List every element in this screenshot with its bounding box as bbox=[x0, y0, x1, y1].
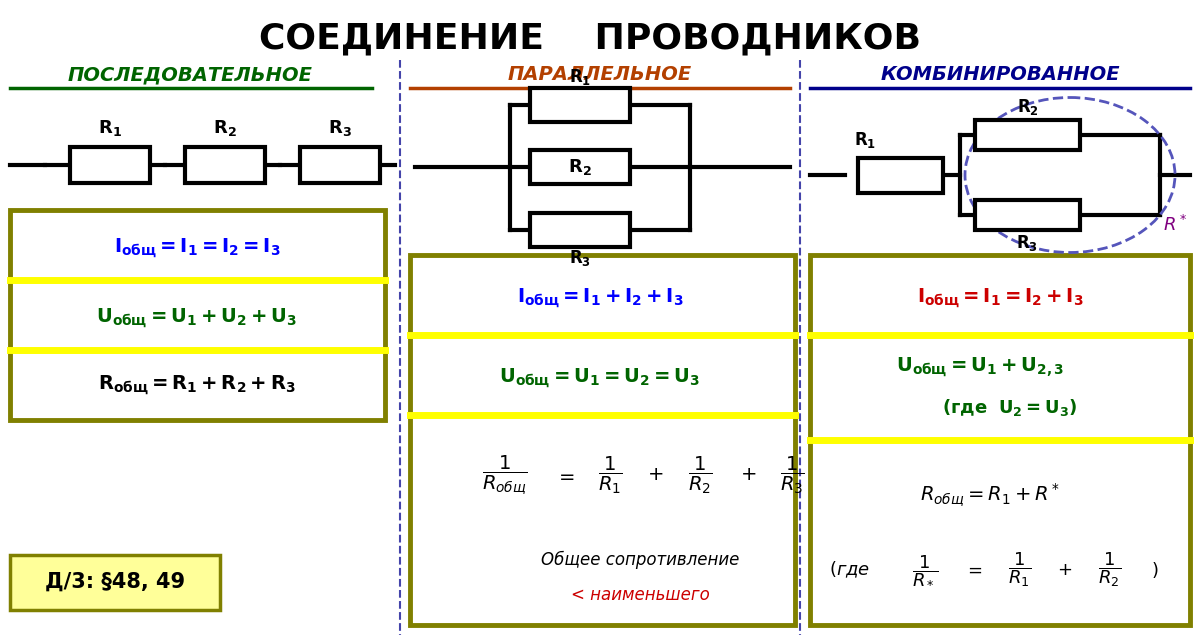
Text: $\dfrac{1}{R_*}$: $\dfrac{1}{R_*}$ bbox=[912, 554, 938, 586]
Text: $\mathbf{U_{общ}=U_1+U_{2,3}}$: $\mathbf{U_{общ}=U_1+U_{2,3}}$ bbox=[896, 355, 1064, 379]
Bar bbox=[185, 147, 265, 183]
Bar bbox=[10, 555, 220, 610]
Text: $\mathbf{I_{общ}= I_1 = I_2 = I_3}$: $\mathbf{I_{общ}= I_1 = I_2 = I_3}$ bbox=[114, 236, 281, 260]
Text: $\mathbf{R_2}$: $\mathbf{R_2}$ bbox=[1016, 97, 1038, 117]
Text: $(\mathit{где}\ $: $(\mathit{где}\ $ bbox=[829, 560, 871, 580]
Text: $\mathbf{R_1}$: $\mathbf{R_1}$ bbox=[98, 118, 122, 138]
Bar bbox=[70, 147, 150, 183]
Bar bbox=[974, 200, 1080, 230]
Bar bbox=[974, 120, 1080, 150]
Text: $\dfrac{1}{R_1}$: $\dfrac{1}{R_1}$ bbox=[598, 455, 623, 496]
Bar bbox=[410, 255, 796, 625]
Text: $+$: $+$ bbox=[1057, 561, 1073, 579]
Text: Д/3: §48, 49: Д/3: §48, 49 bbox=[44, 572, 185, 592]
Text: $\mathbf{U_{общ}=U_1+U_2+U_3}$: $\mathbf{U_{общ}=U_1+U_2+U_3}$ bbox=[96, 306, 298, 330]
Text: $)$: $)$ bbox=[1151, 560, 1159, 580]
Text: ПОСЛЕДОВАТЕЛЬНОЕ: ПОСЛЕДОВАТЕЛЬНОЕ bbox=[67, 66, 312, 84]
Text: $+$: $+$ bbox=[740, 466, 756, 484]
Text: $\dfrac{1}{R_1}$: $\dfrac{1}{R_1}$ bbox=[1008, 550, 1032, 590]
Bar bbox=[530, 213, 630, 247]
Text: < наименьшего: < наименьшего bbox=[571, 586, 709, 604]
Text: $\mathbf{R_3}$: $\mathbf{R_3}$ bbox=[1016, 233, 1038, 253]
Text: $R^*$: $R^*$ bbox=[1163, 215, 1187, 235]
Text: КОМБИНИРОВАННОЕ: КОМБИНИРОВАННОЕ bbox=[880, 66, 1120, 84]
Text: $\mathbf{R_2}$: $\mathbf{R_2}$ bbox=[214, 118, 236, 138]
Text: Общее сопротивление: Общее сопротивление bbox=[541, 551, 739, 569]
Bar bbox=[530, 88, 630, 122]
Text: СОЕДИНЕНИЕ    ПРОВОДНИКОВ: СОЕДИНЕНИЕ ПРОВОДНИКОВ bbox=[259, 21, 922, 55]
Text: $\mathbf{(где\ \ U_2 = U_3)}$: $\mathbf{(где\ \ U_2 = U_3)}$ bbox=[942, 397, 1078, 417]
Bar bbox=[300, 147, 380, 183]
Text: $\mathbf{R_3}$: $\mathbf{R_3}$ bbox=[328, 118, 352, 138]
Text: $+$: $+$ bbox=[647, 466, 664, 484]
Text: $\dfrac{1}{R_{общ}}$: $\dfrac{1}{R_{общ}}$ bbox=[482, 453, 528, 496]
Text: $\mathbf{R_{общ}=R_1+R_2+R_3}$: $\mathbf{R_{общ}=R_1+R_2+R_3}$ bbox=[98, 373, 296, 397]
Text: $\dfrac{1}{R_2}$: $\dfrac{1}{R_2}$ bbox=[1098, 550, 1122, 590]
Bar bbox=[810, 255, 1190, 625]
Text: $\mathbf{R_1}$: $\mathbf{R_1}$ bbox=[854, 130, 876, 150]
Text: $\mathbf{R_2}$: $\mathbf{R_2}$ bbox=[568, 157, 592, 177]
Text: $\mathbf{I_{общ}= I_1 + I_2 + I_3}$: $\mathbf{I_{общ}= I_1 + I_2 + I_3}$ bbox=[517, 286, 683, 310]
Text: ПАРАЛЛЕЛЬНОЕ: ПАРАЛЛЕЛЬНОЕ bbox=[508, 66, 692, 84]
Bar bbox=[10, 210, 385, 420]
Text: $=$: $=$ bbox=[554, 466, 575, 484]
Text: $R_{общ} = R_1+R^*$: $R_{общ} = R_1+R^*$ bbox=[920, 482, 1060, 509]
Text: $=$: $=$ bbox=[964, 561, 983, 579]
Text: $\mathbf{I_{общ}= I_1 = I_2 +I_3}$: $\mathbf{I_{общ}= I_1 = I_2 +I_3}$ bbox=[917, 286, 1084, 310]
Text: $\dfrac{1}{R_2}$: $\dfrac{1}{R_2}$ bbox=[688, 455, 713, 496]
Bar bbox=[530, 150, 630, 184]
Text: $\mathbf{R_1}$: $\mathbf{R_1}$ bbox=[569, 67, 592, 87]
Text: $\dfrac{1}{R_3}$: $\dfrac{1}{R_3}$ bbox=[780, 455, 804, 496]
Bar bbox=[858, 158, 942, 192]
Text: $\mathbf{R_3}$: $\mathbf{R_3}$ bbox=[569, 248, 592, 268]
Text: $\mathbf{U_{общ}= U_1= U_2 = U_3}$: $\mathbf{U_{общ}= U_1= U_2 = U_3}$ bbox=[499, 366, 701, 390]
